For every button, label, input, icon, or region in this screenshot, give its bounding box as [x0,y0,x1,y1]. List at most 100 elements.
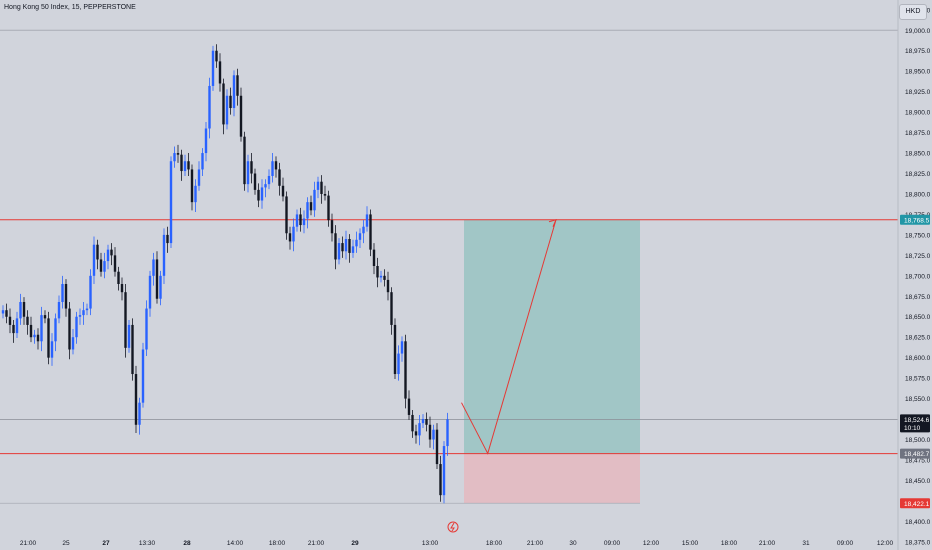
candle-body [274,161,278,170]
candle-body [425,419,428,425]
candle-body [54,318,57,342]
candle-body [99,259,103,272]
candle-body [29,324,33,338]
candle-body [379,275,383,278]
y-tick-label: 18,375.0 [905,539,931,546]
y-tick-label: 18,950.0 [905,69,931,76]
stop-price-label-bg [900,498,930,509]
candle-body [190,169,194,203]
candle-body [299,214,302,226]
candle-body [348,238,351,253]
candle-body [5,310,8,317]
candle-body [40,315,43,342]
x-tick-label: 28 [183,540,191,547]
lightning-icon[interactable] [447,521,459,533]
candle-body [78,315,82,317]
candle-body [407,398,411,415]
candle-body [26,316,29,325]
x-tick-label: 21:00 [20,540,37,547]
x-tick-label: 21:00 [527,540,544,547]
candle-body [432,429,435,440]
candle-body [236,75,239,96]
candle-body [404,341,407,399]
x-tick-label: 15:00 [682,540,699,547]
arrow-head [548,218,557,227]
level-lines [0,29,898,504]
y-tick-label: 18,600.0 [905,355,931,362]
candle-body [197,169,201,186]
y-tick-label: 18,975.0 [905,48,931,55]
candle-body [176,153,180,155]
currency-button[interactable]: HKD [899,4,927,20]
candle-body [323,193,327,196]
price-labels: 18,768.5 18,524.610:10 18,482.7 18,422.1 [900,214,930,509]
candle-body [19,302,22,319]
candle-body [334,233,337,260]
candle-body [229,95,232,109]
loss-zone [464,453,640,504]
y-tick-label: 18,475.0 [905,457,931,464]
x-tick-label: 27 [102,540,110,547]
time-axis[interactable]: 21:00 25 27 13:30 28 14:00 18:00 21:00 29 13:00 18… [20,540,894,547]
x-tick-label: 31 [802,540,810,547]
candle-body [313,189,316,211]
candle-body [418,423,421,436]
candle-body [393,324,397,375]
candle-body [351,246,355,253]
candle-body [117,271,120,285]
x-tick-label: 29 [351,540,359,547]
candle-body [362,226,365,234]
last-price-label-countdown: 10:10 [904,425,921,432]
candle-body [1,310,5,314]
candle-body [246,161,250,185]
candle-body [309,202,313,211]
candle-body [8,316,12,325]
candle-body [288,233,292,242]
candle-body [344,238,348,252]
candle-body [15,318,19,334]
candle-body [435,429,439,465]
y-tick-label: 18,550.0 [905,396,931,403]
x-tick-label: 18:00 [486,540,503,547]
x-tick-label: 14:00 [227,540,244,547]
candle-body [169,161,173,244]
candle-body [187,161,190,170]
chart-title: Hong Kong 50 Index, 15, PEPPERSTONE [4,4,136,11]
x-tick-label: 30 [569,540,577,547]
candle-body [421,419,425,424]
candle-body [162,234,166,276]
candle-body [173,153,176,162]
candle-body [341,243,344,252]
candle-body [295,214,299,227]
candle-body [85,308,89,311]
candle-body [131,324,134,375]
candle-body [50,341,54,358]
candle-body [302,218,306,226]
y-tick-label: 18,700.0 [905,273,931,280]
candle-body [215,50,218,62]
y-tick-label: 18,450.0 [905,478,931,485]
x-tick-label: 13:30 [139,540,156,547]
candle-body [208,85,211,129]
candle-body [386,279,390,293]
projection-arrow [461,219,557,455]
y-tick-label: 18,675.0 [905,294,931,301]
candle-body [43,315,47,319]
candle-body [57,302,61,319]
candlestick-series [1,44,449,504]
candle-body [211,50,215,86]
candle-body [383,275,386,280]
candle-body [159,275,162,299]
target-price-label: 18,768.5 [904,217,930,224]
candle-body [127,324,131,348]
x-tick-label: 12:00 [643,540,660,547]
candle-body [194,185,197,203]
candle-body [264,184,267,188]
candle-body [414,431,418,436]
candle-body [204,128,208,154]
candle-body [271,161,274,176]
candle-body [446,419,449,447]
candle-body [218,61,222,84]
y-tick-label: 18,575.0 [905,376,931,383]
